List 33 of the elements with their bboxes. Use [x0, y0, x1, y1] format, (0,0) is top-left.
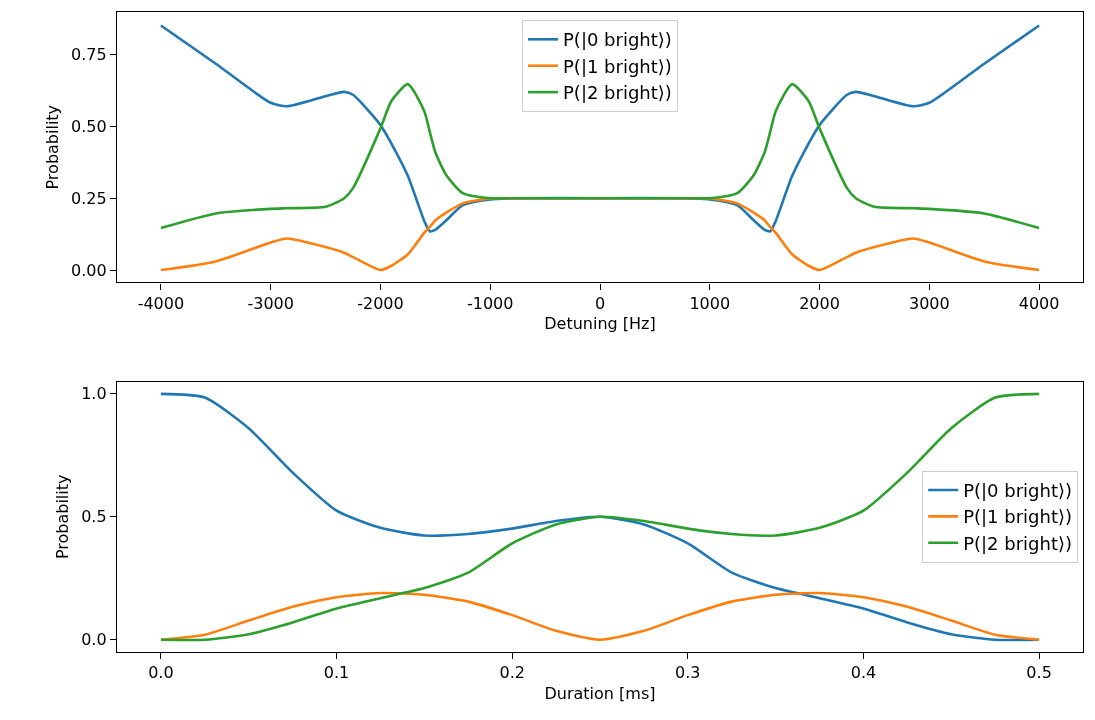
- legend-label: P(|2 bright⟩): [963, 532, 1073, 554]
- x-tick-label: 0.3: [675, 663, 701, 683]
- x-tick-label: -4000: [137, 293, 185, 313]
- legend-label: P(|0 bright⟩): [563, 29, 672, 51]
- x-tick-label: 0: [594, 293, 606, 313]
- x-tick-label: 0.4: [850, 663, 877, 683]
- y-axis-title: Probability: [53, 474, 73, 560]
- y-tick-label: 0.00: [71, 260, 107, 280]
- x-tick-label: -3000: [247, 293, 294, 313]
- x-axis-title: Detuning [Hz]: [544, 314, 656, 334]
- x-tick-label: 4000: [1018, 293, 1060, 313]
- y-tick-label: 1.0: [81, 384, 107, 404]
- legend-label: P(|1 bright⟩): [563, 55, 672, 77]
- legend-label: P(|2 bright⟩): [563, 82, 672, 104]
- line-series: [159, 82, 1041, 230]
- x-tick-label: 0.0: [148, 663, 174, 683]
- x-tick-label: 2000: [799, 293, 840, 313]
- x-tick-label: -1000: [466, 293, 514, 313]
- y-tick-label: 0.25: [71, 188, 107, 208]
- x-tick-label: 0.1: [323, 663, 350, 683]
- x-tick-label: 1000: [689, 293, 731, 313]
- x-tick-label: 0.5: [1026, 663, 1052, 683]
- y-tick-label: 0.75: [71, 45, 107, 65]
- legend-label: P(|0 bright⟩): [963, 480, 1073, 502]
- y-axis-title: Probability: [42, 104, 62, 190]
- x-axis-title: Duration [ms]: [544, 684, 656, 704]
- y-tick-label: 0.50: [71, 116, 107, 136]
- x-tick-label: 0.2: [499, 663, 525, 683]
- y-tick-label: 0.5: [81, 507, 107, 527]
- x-tick-label: -2000: [357, 293, 404, 313]
- x-tick-label: 3000: [908, 293, 950, 313]
- y-tick-label: 0.0: [81, 630, 107, 650]
- legend-label: P(|1 bright⟩): [963, 506, 1073, 528]
